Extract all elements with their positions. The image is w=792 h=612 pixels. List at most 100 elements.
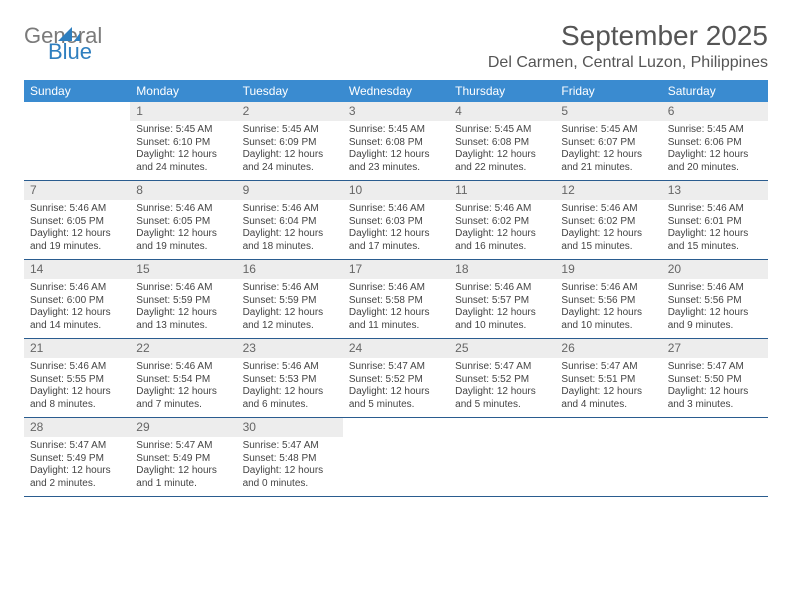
day-cell: 15 Sunrise: 5:46 AMSunset: 5:59 PMDayligh…: [130, 260, 236, 338]
daylight-line2: and 2 minutes.: [30, 478, 124, 491]
sunrise-text: Sunrise: 5:46 AM: [30, 361, 124, 374]
sunrise-text: Sunrise: 5:46 AM: [561, 282, 655, 295]
sunrise-text: Sunrise: 5:46 AM: [30, 282, 124, 295]
day-number: 15: [130, 260, 236, 279]
sunrise-text: Sunrise: 5:45 AM: [349, 124, 443, 137]
title-block: September 2025 Del Carmen, Central Luzon…: [488, 20, 768, 72]
day-cell: 27Sunrise: 5:47 AMSunset: 5:50 PMDayligh…: [662, 339, 768, 417]
sunset-text: Sunset: 5:55 PM: [30, 374, 124, 387]
daylight-line2: and 24 minutes.: [136, 162, 230, 175]
daylight-line1: Daylight: 12 hours: [136, 307, 230, 320]
sunrise-text: Sunrise: 5:45 AM: [561, 124, 655, 137]
day-cell: 7Sunrise: 5:46 AMSunset: 6:05 PMDaylight…: [24, 181, 130, 259]
daylight-line2: and 11 minutes.: [349, 320, 443, 333]
sunrise-text: Sunrise: 5:47 AM: [455, 361, 549, 374]
sunset-text: Sunset: 5:51 PM: [561, 374, 655, 387]
sunset-text: Sunset: 6:02 PM: [455, 216, 549, 229]
day-body: [343, 437, 449, 487]
day-number: 6: [662, 102, 768, 121]
daylight-line1: Daylight: 12 hours: [243, 228, 337, 241]
day-body: Sunrise: 5:46 AMSunset: 6:02 PMDaylight:…: [449, 200, 555, 259]
daylight-line1: Daylight: 12 hours: [30, 386, 124, 399]
day-body: Sunrise: 5:45 AMSunset: 6:10 PMDaylight:…: [130, 121, 236, 180]
daylight-line1: Daylight: 12 hours: [561, 228, 655, 241]
day-number: 29: [130, 418, 236, 437]
daylight-line1: Daylight: 12 hours: [455, 307, 549, 320]
sunrise-text: Sunrise: 5:45 AM: [243, 124, 337, 137]
day-cell: [343, 418, 449, 496]
daylight-line2: and 9 minutes.: [668, 320, 762, 333]
sail-icon: [50, 25, 80, 45]
daylight-line1: Daylight: 12 hours: [455, 149, 549, 162]
day-number: 17: [343, 260, 449, 279]
sunset-text: Sunset: 6:06 PM: [668, 137, 762, 150]
daylight-line2: and 8 minutes.: [30, 399, 124, 412]
daylight-line1: Daylight: 12 hours: [136, 228, 230, 241]
daylight-line1: Daylight: 12 hours: [30, 228, 124, 241]
sunrise-text: Sunrise: 5:45 AM: [668, 124, 762, 137]
day-body: Sunrise: 5:47 AMSunset: 5:49 PMDaylight:…: [24, 437, 130, 496]
daylight-line2: and 3 minutes.: [668, 399, 762, 412]
sunset-text: Sunset: 6:10 PM: [136, 137, 230, 150]
sunset-text: Sunset: 6:05 PM: [30, 216, 124, 229]
day-number: 12: [555, 181, 661, 200]
daylight-line2: and 23 minutes.: [349, 162, 443, 175]
day-cell: 4Sunrise: 5:45 AMSunset: 6:08 PMDaylight…: [449, 102, 555, 180]
weekday-mon: Monday: [130, 80, 236, 102]
day-cell: 25Sunrise: 5:47 AMSunset: 5:52 PMDayligh…: [449, 339, 555, 417]
weekday-tue: Tuesday: [237, 80, 343, 102]
sunset-text: Sunset: 5:58 PM: [349, 295, 443, 308]
sunset-text: Sunset: 5:56 PM: [561, 295, 655, 308]
day-cell: 30Sunrise: 5:47 AMSunset: 5:48 PMDayligh…: [237, 418, 343, 496]
day-number: 5: [555, 102, 661, 121]
sunrise-text: Sunrise: 5:46 AM: [136, 361, 230, 374]
sunrise-text: Sunrise: 5:46 AM: [136, 282, 230, 295]
daylight-line1: Daylight: 12 hours: [243, 149, 337, 162]
sunset-text: Sunset: 5:50 PM: [668, 374, 762, 387]
day-cell: 22Sunrise: 5:46 AMSunset: 5:54 PMDayligh…: [130, 339, 236, 417]
sunrise-text: Sunrise: 5:47 AM: [561, 361, 655, 374]
daylight-line2: and 0 minutes.: [243, 478, 337, 491]
day-number: 30: [237, 418, 343, 437]
week-row: 21Sunrise: 5:46 AMSunset: 5:55 PMDayligh…: [24, 339, 768, 418]
daylight-line2: and 19 minutes.: [30, 241, 124, 254]
day-body: Sunrise: 5:45 AMSunset: 6:09 PMDaylight:…: [237, 121, 343, 180]
day-number: 28: [24, 418, 130, 437]
daylight-line1: Daylight: 12 hours: [455, 386, 549, 399]
day-body: [662, 437, 768, 487]
daylight-line2: and 6 minutes.: [243, 399, 337, 412]
day-cell: 12Sunrise: 5:46 AMSunset: 6:02 PMDayligh…: [555, 181, 661, 259]
day-number: 8: [130, 181, 236, 200]
daylight-line1: Daylight: 12 hours: [243, 307, 337, 320]
day-number: 7: [24, 181, 130, 200]
day-cell: [449, 418, 555, 496]
daylight-line1: Daylight: 12 hours: [561, 149, 655, 162]
day-cell: 16Sunrise: 5:46 AMSunset: 5:59 PMDayligh…: [237, 260, 343, 338]
day-body: Sunrise: 5:47 AMSunset: 5:48 PMDaylight:…: [237, 437, 343, 496]
daylight-line1: Daylight: 12 hours: [30, 307, 124, 320]
day-cell: 23Sunrise: 5:46 AMSunset: 5:53 PMDayligh…: [237, 339, 343, 417]
header: General Blue September 2025 Del Carmen, …: [24, 20, 768, 72]
day-body: Sunrise: 5:46 AMSunset: 6:05 PMDaylight:…: [24, 200, 130, 259]
sunset-text: Sunset: 6:08 PM: [349, 137, 443, 150]
day-body: Sunrise: 5:46 AMSunset: 5:54 PMDaylight:…: [130, 358, 236, 417]
sunset-text: Sunset: 5:48 PM: [243, 453, 337, 466]
daylight-line1: Daylight: 12 hours: [668, 386, 762, 399]
day-body: Sunrise: 5:47 AMSunset: 5:49 PMDaylight:…: [130, 437, 236, 496]
sunrise-text: Sunrise: 5:46 AM: [243, 361, 337, 374]
daylight-line1: Daylight: 12 hours: [561, 307, 655, 320]
daylight-line2: and 17 minutes.: [349, 241, 443, 254]
daylight-line2: and 14 minutes.: [30, 320, 124, 333]
daylight-line2: and 22 minutes.: [455, 162, 549, 175]
day-body: Sunrise: 5:46 AMSunset: 5:55 PMDaylight:…: [24, 358, 130, 417]
sunset-text: Sunset: 5:53 PM: [243, 374, 337, 387]
sunset-text: Sunset: 5:59 PM: [136, 295, 230, 308]
day-number: 21: [24, 339, 130, 358]
day-number: 14: [24, 260, 130, 279]
sunset-text: Sunset: 6:03 PM: [349, 216, 443, 229]
day-body: Sunrise: 5:46 AMSunset: 5:53 PMDaylight:…: [237, 358, 343, 417]
day-body: Sunrise: 5:46 AMSunset: 5:58 PMDaylight:…: [343, 279, 449, 338]
sunset-text: Sunset: 6:08 PM: [455, 137, 549, 150]
day-cell: 21Sunrise: 5:46 AMSunset: 5:55 PMDayligh…: [24, 339, 130, 417]
sunrise-text: Sunrise: 5:45 AM: [455, 124, 549, 137]
